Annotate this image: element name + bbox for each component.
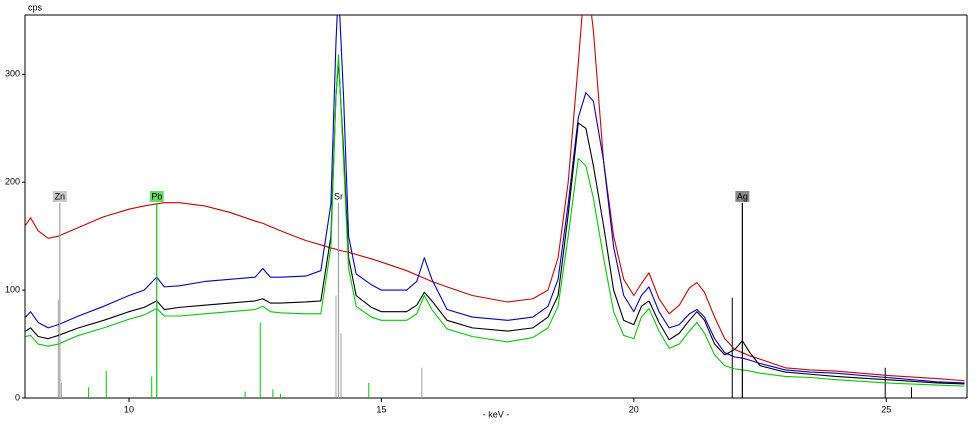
element-label-box	[149, 191, 164, 202]
spectrum-line	[25, 15, 965, 384]
x-tick-label: 15	[376, 404, 386, 414]
spectrum-line	[25, 54, 965, 387]
y-tick-label: 0	[15, 392, 20, 402]
element-label: Ag	[737, 191, 748, 201]
y-tick-label: 100	[5, 284, 20, 294]
element-label: Sr	[334, 191, 343, 201]
x-tick-label: 10	[124, 404, 134, 414]
plot-area	[25, 15, 965, 398]
element-label: Pb	[151, 191, 162, 201]
element-label-box	[52, 191, 67, 202]
y-tick-label: 300	[5, 69, 20, 79]
x-tick-label: 25	[881, 404, 891, 414]
x-axis-label: - keV -	[483, 409, 510, 419]
spectrum-line	[25, 15, 965, 382]
y-axis-label: cps	[28, 2, 43, 12]
spectrum-line	[25, 60, 965, 385]
y-tick-label: 200	[5, 177, 20, 187]
x-tick-label: 20	[629, 404, 639, 414]
element-label: Zn	[55, 191, 66, 201]
element-label-box	[735, 191, 750, 202]
